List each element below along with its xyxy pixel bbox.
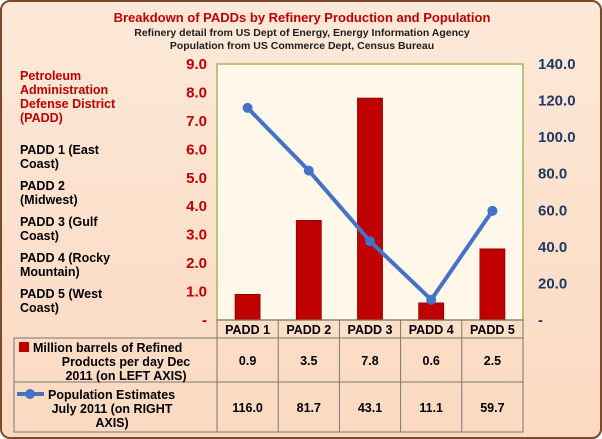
right-axis-tick-label: 120.0 [538,93,576,110]
padd-description-5: PADD 5 (West [20,287,103,301]
padd-description-5: Coast) [20,301,59,315]
category-label: PADD 2 [286,323,331,337]
population-point-padd-4 [426,294,437,305]
production-value-label: 2.5 [484,354,501,368]
right-axis-tick-label: 80.0 [538,166,567,183]
category-label: PADD 4 [409,323,454,337]
plot-area: 1.0 2.0 3.0 4.0 5.0 6.0 7.0 8.0 9.0 - 20.0 40.0 60.0… [13,56,576,433]
bar-padd-2 [295,220,322,321]
left-axis-tick-label: 6.0 [186,141,207,158]
padd-description-4: Mountain) [20,265,80,279]
left-axis-tick-label: 9.0 [186,56,207,73]
left-axis-zero-label: - [202,312,207,329]
right-axis-tick-label: 60.0 [538,202,567,219]
category-label: PADD 5 [470,323,515,337]
population-point-padd-3 [365,236,375,247]
population-point-padd-5 [487,205,498,216]
padd-description-2: PADD 2 [20,179,65,193]
padd-description-3: PADD 3 (Gulf [20,215,98,229]
legend-label-population: AXIS) [95,416,128,430]
padd-heading: Defense District [20,97,116,111]
chart-title: Breakdown of PADDs by Refinery Productio… [114,10,491,25]
category-label: PADD 3 [348,323,393,337]
left-axis-tick-label: 7.0 [186,113,207,130]
production-value-label: 7.8 [361,354,378,368]
bar-padd-1 [234,293,261,321]
left-axis-tick-label: 5.0 [186,170,207,187]
production-value-label: 0.6 [423,354,440,368]
production-value-label: 3.5 [300,354,317,368]
right-axis-zero-label: - [538,312,543,329]
population-value-label: 11.1 [419,401,443,415]
population-value-label: 43.1 [358,401,382,415]
legend-label-production: 2011 (on LEFT AXIS) [65,369,186,383]
padd-description-3: Coast) [20,229,59,243]
left-axis-tick-label: 1.0 [186,284,207,301]
legend-key-production [19,342,29,352]
padd-heading: Petroleum [20,69,81,83]
right-axis-tick-label: 40.0 [538,239,567,256]
legend-label-production: Million barrels of Refined [33,341,182,355]
left-axis-tick-label: 8.0 [186,84,207,101]
padd-description-1: PADD 1 (East [20,143,100,157]
legend-label-population: Population Estimates [48,388,175,402]
population-value-label: 116.0 [232,401,263,415]
padd-description-1: Coast) [20,157,59,171]
population-value-label: 81.7 [297,401,321,415]
category-label: PADD 1 [225,323,270,337]
right-axis-tick-label: 20.0 [538,275,567,292]
right-axis-tick-label: 140.0 [538,56,576,73]
right-axis-tick-label: 100.0 [538,129,576,146]
left-axis-tick-label: 2.0 [186,255,207,272]
bar-padd-3 [357,97,383,321]
legend-key-population-marker [25,389,35,399]
production-value-label: 0.9 [239,354,256,368]
population-value-label: 59.7 [480,401,504,415]
padd-heading: Administration [20,83,108,97]
chart-subtitle-1: Refinery detail from US Dept of Energy, … [134,27,470,39]
chart-subtitle-2: Population from US Commerce Dept, Census… [170,40,434,52]
legend-label-population: July 2011 (on RIGHT [52,402,173,416]
padd-description-2: (Midwest) [20,193,78,207]
padd-heading: (PADD) [20,111,63,125]
bar-padd-4 [418,302,445,321]
bar-padd-5 [479,248,506,321]
padd-description-4: PADD 4 (Rocky [20,251,110,265]
left-axis-tick-label: 4.0 [186,198,207,215]
left-axis-tick-label: 3.0 [186,227,207,244]
population-point-padd-1 [242,102,253,113]
legend-label-production: Products per day Dec [62,355,191,369]
population-point-padd-2 [303,165,314,176]
